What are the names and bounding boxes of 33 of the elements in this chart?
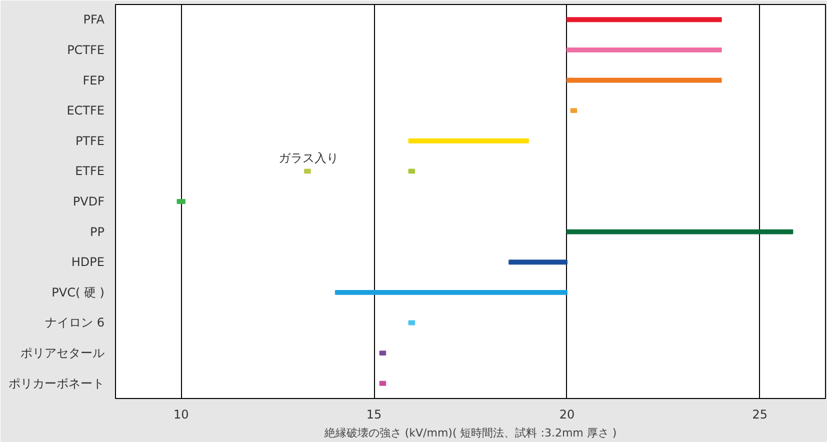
y-tick-label: PP <box>90 224 105 239</box>
bar <box>304 168 311 174</box>
bar <box>566 47 722 52</box>
y-tick-label: ECTFE <box>66 104 105 118</box>
bar <box>379 380 386 386</box>
x-tick-label: 25 <box>752 408 768 422</box>
bar <box>379 350 386 356</box>
annotation: ガラス入り <box>278 151 338 166</box>
x-tick-label: 20 <box>559 408 575 422</box>
bar <box>566 17 722 22</box>
bar <box>408 320 416 326</box>
x-tick-label: 10 <box>173 408 189 422</box>
x-axis-title: 絶縁破壊の強さ (kV/mm)( 短時間法、試料 :3.2mm 厚さ ) <box>323 426 617 440</box>
y-tick-label: ポリカーボネート <box>8 376 104 390</box>
y-tick-label: PCTFE <box>67 42 105 57</box>
y-tick-label: FEP <box>82 73 105 88</box>
bar <box>334 290 568 295</box>
bar <box>570 108 578 114</box>
bar <box>408 168 416 174</box>
y-tick-label: ポリアセタール <box>20 346 104 360</box>
y-tick-label: ナイロン 6 <box>45 316 105 330</box>
y-tick-label: PVDF <box>72 194 105 208</box>
x-tick-label: 15 <box>366 408 382 422</box>
y-tick-label: HDPE <box>71 255 105 270</box>
y-tick-label: PTFE <box>75 134 105 148</box>
y-tick-label: ETFE <box>75 164 105 178</box>
bar <box>176 199 186 204</box>
bar <box>566 78 722 83</box>
y-tick-label: PVC( 硬 ) <box>52 285 105 300</box>
bar <box>508 260 568 265</box>
bar <box>566 229 794 234</box>
bar <box>408 138 529 144</box>
y-tick-label: PFA <box>83 12 106 27</box>
